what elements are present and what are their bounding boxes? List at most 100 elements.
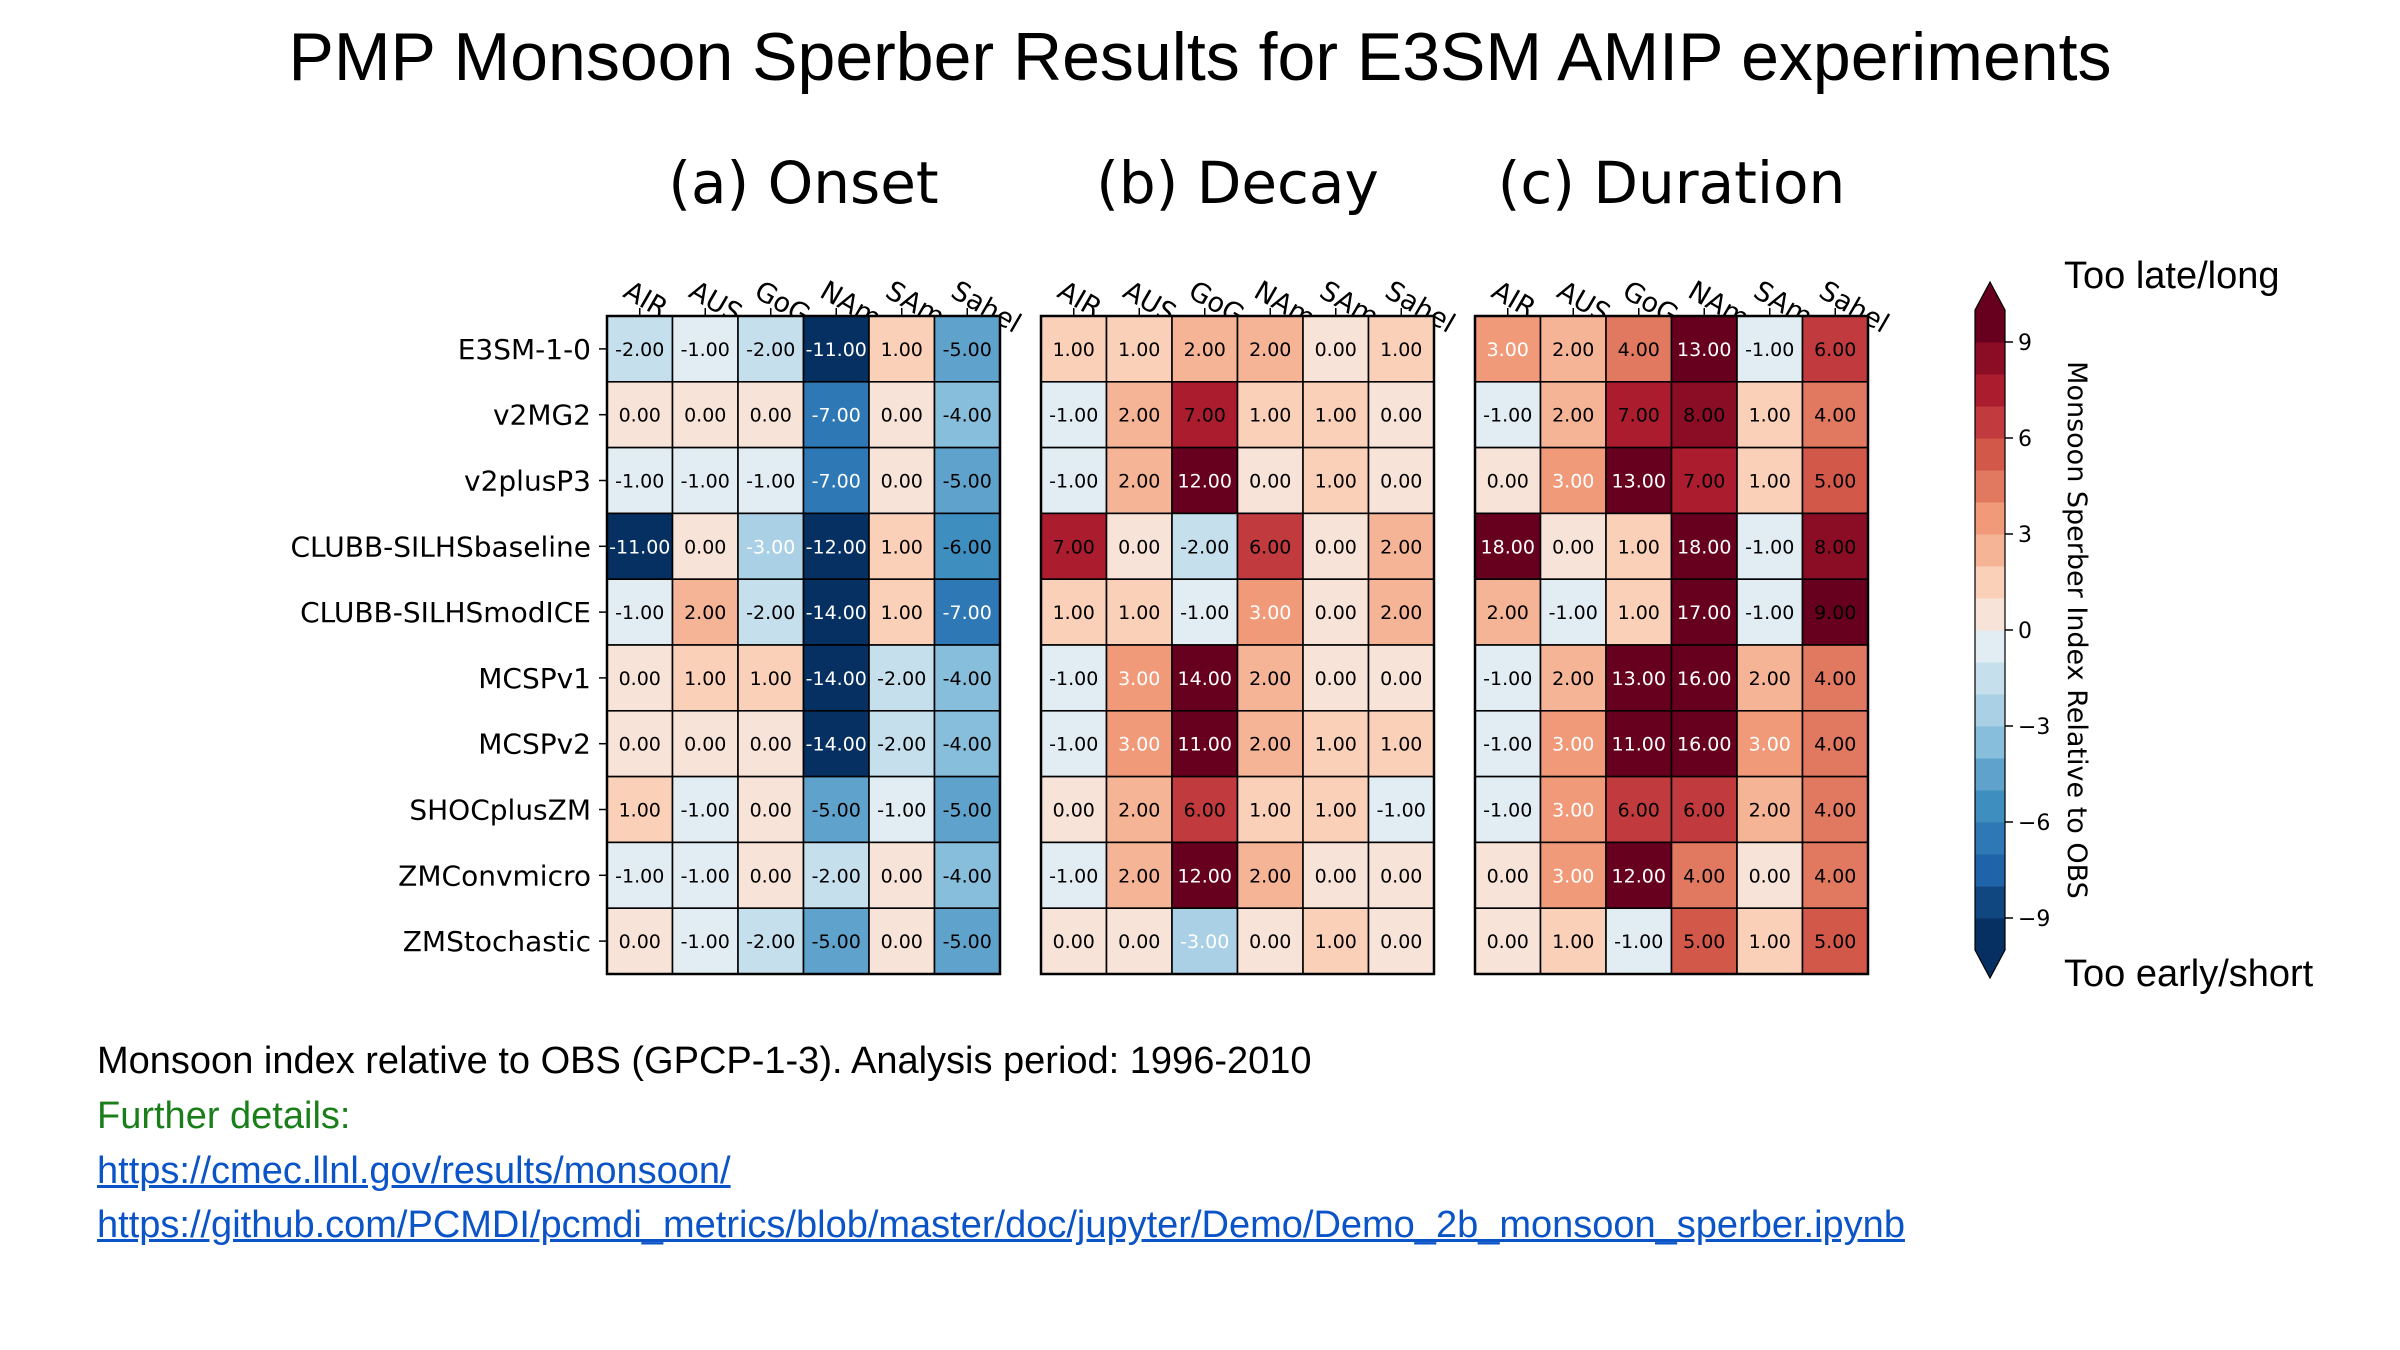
cell-value: 1.00 (1315, 931, 1357, 953)
heatmap-cell (1302, 841, 1370, 910)
cell-value: 2.00 (1249, 865, 1291, 887)
heatmap-cell (737, 841, 805, 910)
too-early-label: Too early/short (2064, 953, 2314, 995)
too-late-label: Too late/long (2064, 255, 2280, 297)
colorbar-segment (1975, 758, 2005, 791)
colorbar-segment (1975, 630, 2005, 663)
heatmap-cell (1670, 512, 1738, 581)
cell-value: -2.00 (746, 931, 795, 953)
cmec-link[interactable]: https://cmec.llnl.gov/results/monsoon/ (97, 1150, 731, 1192)
cell-value: 12.00 (1612, 865, 1666, 887)
heatmap-cell (606, 841, 674, 910)
heatmap-cell (868, 644, 936, 712)
cell-value: -1.00 (1483, 405, 1532, 427)
heatmap-cell (1801, 907, 1869, 975)
heatmap-cell (1236, 907, 1304, 975)
cell-value: -1.00 (681, 471, 730, 493)
heatmap-cell (1539, 578, 1607, 646)
cell-value: 1.00 (1249, 800, 1291, 822)
heatmap-cell (1236, 709, 1304, 778)
heatmap-cell (1801, 446, 1869, 515)
heatmap-cell (1171, 644, 1239, 712)
cell-value: 1.00 (1749, 471, 1791, 493)
cell-value: 2.00 (1118, 800, 1160, 822)
cell-value: 0.00 (881, 471, 923, 493)
cell-value: -5.00 (943, 471, 992, 493)
cell-value: 0.00 (1315, 668, 1357, 690)
cell-value: 7.00 (1618, 405, 1660, 427)
heatmap-cell (1474, 907, 1542, 975)
cell-value: 8.00 (1814, 536, 1856, 558)
cell-value: 18.00 (1677, 536, 1731, 558)
heatmap-cell (1105, 841, 1173, 910)
cell-value: 3.00 (1552, 865, 1594, 887)
heatmap-cell (1040, 709, 1108, 778)
row-label-mcspv2: MCSPv2 (478, 728, 591, 761)
cell-value: 5.00 (1683, 931, 1725, 953)
heatmap-cell (1605, 775, 1673, 844)
cell-value: -1.00 (1049, 668, 1098, 690)
cell-value: -1.00 (681, 865, 730, 887)
analysis-note: Monsoon index relative to OBS (GPCP-1-3)… (97, 1040, 1312, 1082)
cell-value: 4.00 (1618, 339, 1660, 361)
heatmap-cell (1105, 907, 1173, 975)
cell-value: 2.00 (1749, 668, 1791, 690)
cell-value: 0.00 (1487, 865, 1529, 887)
cell-value: -1.00 (1745, 339, 1794, 361)
cell-value: 11.00 (1178, 734, 1232, 756)
heatmap-cell (1670, 907, 1738, 975)
heatmap-cell (1171, 907, 1239, 975)
cell-value: 1.00 (684, 668, 726, 690)
cell-value: -1.00 (681, 931, 730, 953)
cell-value: 0.00 (684, 405, 726, 427)
heatmap-cell (933, 315, 1001, 383)
cell-value: 4.00 (1814, 668, 1856, 690)
heatmap-cell (802, 775, 870, 844)
heatmap-cell (1539, 709, 1607, 778)
cell-value: 12.00 (1178, 471, 1232, 493)
colorbar: 9 6 3 0 −3 −6 −9 Monsoon Sperber Index Relative… (1974, 280, 2092, 980)
cell-value: 1.00 (1552, 931, 1594, 953)
cell-value: 0.00 (1487, 471, 1529, 493)
cell-value: 0.00 (1315, 865, 1357, 887)
colorbar-tick-label: −9 (2018, 907, 2050, 932)
cell-value: 3.00 (1118, 734, 1160, 756)
heatmap-cell (1171, 446, 1239, 515)
colorbar-tick-label: 6 (2018, 427, 2032, 452)
cell-value: 0.00 (1380, 668, 1422, 690)
cell-value: -2.00 (746, 339, 795, 361)
heatmap-cell (1171, 775, 1239, 844)
cell-value: -14.00 (806, 668, 867, 690)
cell-value: 1.00 (1749, 931, 1791, 953)
heatmap-cell (802, 315, 870, 383)
heatmap-cell (1736, 578, 1804, 646)
heatmap-cell (1171, 512, 1239, 581)
heatmap-cell (1171, 841, 1239, 910)
heatmap-cell (1801, 380, 1869, 449)
cell-value: 0.00 (619, 931, 661, 953)
heatmap-cell (737, 907, 805, 975)
github-link[interactable]: https://github.com/PCMDI/pcmdi_metrics/b… (97, 1204, 1905, 1246)
heatmap-cell (802, 380, 870, 449)
heatmap-cell (868, 775, 936, 844)
cell-value: 1.00 (1249, 405, 1291, 427)
cell-value: -5.00 (943, 931, 992, 953)
cell-value: 13.00 (1677, 339, 1731, 361)
cell-value: 6.00 (1683, 800, 1725, 822)
colorbar-segment (1975, 310, 2005, 343)
cell-value: -4.00 (943, 734, 992, 756)
heatmap-cell (933, 841, 1001, 910)
heatmap-cell (671, 709, 739, 778)
row-label-zmconvmicro: ZMConvmicro (398, 859, 591, 892)
cell-value: 0.00 (1749, 865, 1791, 887)
heatmap-cell (1367, 907, 1435, 975)
cell-value: -1.00 (1745, 536, 1794, 558)
heatmap-cell (1474, 644, 1542, 712)
panel-frame (1473, 314, 1870, 976)
cell-value: -3.00 (1180, 931, 1229, 953)
row-label-clubb-silhsmodice: CLUBB-SILHSmodICE (300, 596, 591, 629)
cell-value: 5.00 (1814, 931, 1856, 953)
heatmap-cell (868, 907, 936, 975)
colorbar-tick-label: 9 (2018, 331, 2032, 356)
